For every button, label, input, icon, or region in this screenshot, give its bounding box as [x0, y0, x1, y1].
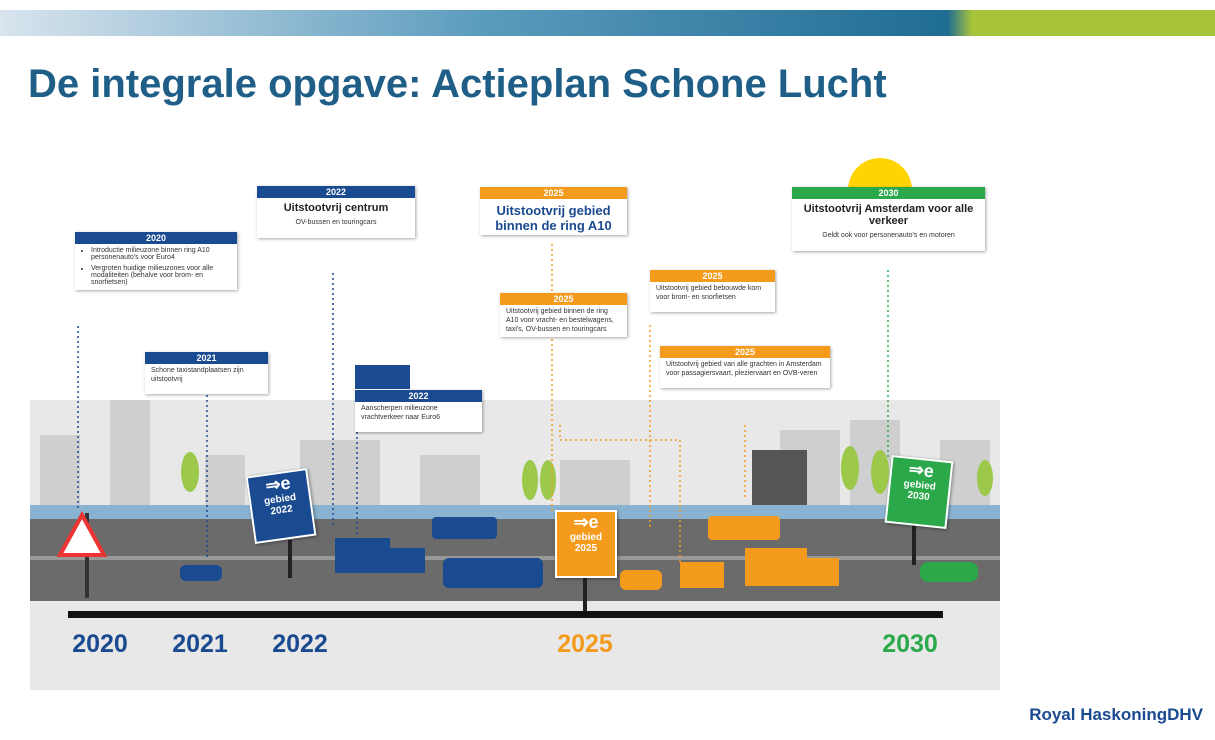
box-title: Uitstootvrij centrum	[257, 198, 415, 216]
box-year: 2020	[75, 232, 237, 244]
box-title: Uitstootvrij gebied binnen de ring A10	[480, 199, 627, 235]
box-year: 2022	[355, 390, 482, 402]
box-list: Introductie milieuzone binnen ring A10 p…	[75, 247, 237, 286]
timeline-label: 2021	[150, 630, 250, 659]
box-year: 2030	[792, 187, 985, 199]
box-year: 2025	[660, 346, 830, 358]
water	[30, 505, 1000, 519]
box-text: OV-bussen en touringcars	[257, 216, 415, 238]
slide: De integrale opgave: Actieplan Schone Lu…	[0, 0, 1215, 740]
timeline-label: 2020	[50, 630, 150, 659]
box-text: Uitstootvrij gebied bebouwde kom voor br…	[650, 282, 775, 312]
box-text: Uitstootvrij gebied van alle grachten in…	[660, 358, 830, 388]
box-item: Vergroten huidige milieuzones voor alle …	[91, 265, 237, 286]
box-year: 2022	[257, 186, 415, 198]
timeline-label: 2025	[535, 630, 635, 659]
plug-icon: ⇒e	[557, 512, 615, 532]
milestone-box: 2020 Introductie milieuzone binnen ring A…	[75, 232, 237, 290]
timeline-bar	[68, 611, 943, 618]
box-text: Schone taxistandplaatsen zijn uitstootvr…	[145, 364, 268, 394]
timeline-label: 2022	[250, 630, 350, 659]
box-text: Aanscherpen milieuzone vrachtverkeer naa…	[355, 402, 482, 432]
sign-year: 2025	[557, 543, 615, 554]
box-year: 2025	[650, 270, 775, 282]
box-text: Geldt ook voor personenauto's en motoren	[792, 229, 985, 251]
box-year: 2025	[500, 293, 627, 305]
timeline-label: 2030	[860, 630, 960, 659]
sign-word: gebied	[557, 532, 615, 543]
box-year: 2025	[480, 187, 627, 199]
building	[752, 450, 807, 510]
brand: Royal HaskoningDHV	[1029, 705, 1203, 725]
box-text: Uitstootvrij gebied binnen de ring A10 v…	[500, 305, 627, 337]
box-item: Introductie milieuzone binnen ring A10 p…	[91, 247, 237, 261]
box-year: 2021	[145, 352, 268, 364]
box-title: Uitstootvrij Amsterdam voor alle verkeer	[792, 199, 985, 229]
